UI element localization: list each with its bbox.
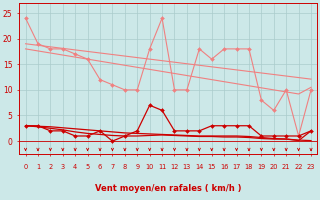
X-axis label: Vent moyen/en rafales ( km/h ): Vent moyen/en rafales ( km/h ) <box>95 184 242 193</box>
